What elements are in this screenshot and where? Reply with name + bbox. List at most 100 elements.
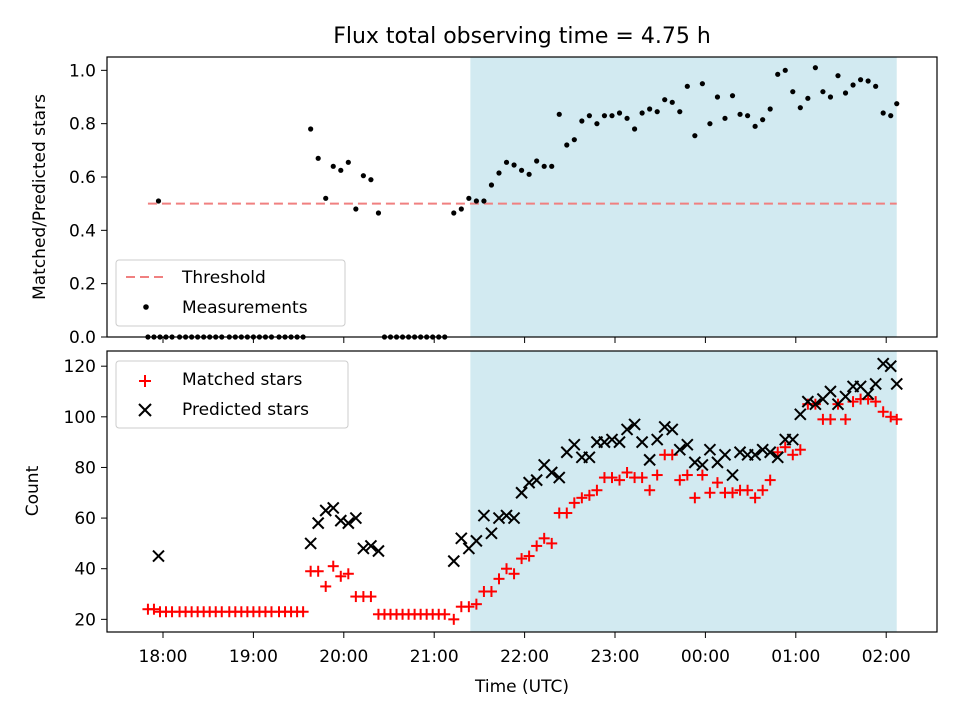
predicted-star-point — [349, 511, 363, 525]
predicted-star-point — [311, 516, 325, 530]
measurement-point — [827, 94, 834, 100]
measurement-point — [790, 89, 796, 95]
measurement-point — [842, 90, 849, 96]
top-y-tick-label: 0.2 — [69, 275, 96, 295]
measurement-point — [767, 106, 773, 112]
predicted-star-point — [658, 420, 671, 434]
predicted-star-point — [515, 486, 528, 499]
matched-star-point — [561, 507, 573, 519]
x-tick-label: 18:00 — [139, 647, 188, 667]
legend-predicted-label: Predicted stars — [182, 400, 309, 420]
measurement-point — [647, 106, 653, 112]
top-shaded-interval — [470, 57, 897, 337]
bottom-y-tick-label: 100 — [64, 408, 96, 428]
predicted-star-point — [598, 435, 611, 449]
predicted-star-point — [809, 397, 822, 411]
measurement-point — [308, 126, 314, 132]
predicted-star-point — [605, 433, 619, 446]
measurement-point — [888, 113, 894, 119]
matched-star-point — [696, 469, 708, 481]
matched-star-point — [711, 477, 723, 489]
matched-star-point — [727, 487, 739, 499]
predicted-star-point — [681, 438, 694, 451]
predicted-star-point — [884, 359, 897, 373]
measurement-point — [677, 109, 683, 115]
predicted-star-point — [666, 423, 679, 436]
measurement-point — [360, 173, 366, 179]
matched-star-point — [493, 573, 505, 585]
measurement-point — [669, 99, 675, 105]
matched-star-point — [531, 540, 543, 552]
matched-star-point — [606, 472, 618, 484]
predicted-star-point — [748, 448, 762, 461]
matched-star-point — [583, 489, 595, 501]
measurement-point — [458, 206, 464, 212]
predicted-star-point — [869, 377, 882, 391]
measurement-point — [481, 198, 487, 204]
top-y-ticks: 0.0 0.2 0.4 0.6 0.8 1.0 — [69, 61, 107, 348]
predicted-star-point — [372, 544, 385, 558]
bottom-shaded-interval — [470, 351, 897, 632]
predicted-star-point — [703, 443, 717, 456]
measurement-point — [797, 105, 803, 111]
legend-predicted-swatch — [138, 403, 152, 417]
x-tick-label: 02:00 — [862, 647, 911, 667]
legend-matched-swatch — [139, 375, 151, 387]
matched-star-point — [463, 601, 475, 613]
measurement-point — [760, 117, 766, 123]
measurement-point — [752, 123, 758, 129]
measurement-point — [722, 115, 728, 121]
predicted-star-point — [477, 509, 491, 522]
top-y-tick-label: 0.8 — [69, 115, 96, 135]
matched-star-point — [148, 603, 160, 615]
matched-star-point — [335, 570, 347, 582]
measurement-point — [526, 171, 532, 177]
x-tick-label: 20:00 — [319, 647, 368, 667]
measurement-point — [737, 111, 743, 117]
measurement-point — [496, 170, 502, 176]
bottom-y-tick-label: 60 — [74, 509, 96, 529]
matched-star-point — [764, 474, 776, 486]
measurement-point — [873, 83, 879, 89]
matched-star-point — [508, 568, 520, 580]
matched-star-point — [636, 472, 648, 484]
bottom-axes-frame — [106, 350, 938, 633]
predicted-star-point — [364, 539, 378, 553]
measurement-point — [624, 115, 630, 121]
measurement-point — [155, 198, 162, 204]
bottom-y-tick-label: 80 — [74, 458, 96, 478]
measurement-point — [707, 121, 713, 127]
measurement-point — [699, 81, 705, 87]
measurement-point — [564, 142, 570, 148]
matched-star-point — [621, 467, 633, 479]
measurement-point — [518, 167, 525, 173]
predicted-star-point — [334, 514, 347, 527]
bottom-y-tick-label: 120 — [64, 357, 96, 377]
matched-star-point — [485, 585, 497, 597]
predicted-star-point — [771, 451, 784, 464]
matched-star-point — [824, 413, 836, 425]
top-axes-frame — [106, 56, 938, 338]
matched-star-point — [794, 444, 806, 456]
predicted-star-point — [357, 542, 370, 555]
measurement-point — [323, 195, 329, 201]
predicted-star-point — [643, 453, 656, 467]
matched-star-point — [320, 580, 332, 592]
predicted-star-point — [688, 456, 702, 469]
bottom-x-ticks: 18:00 19:00 20:00 21:00 22:00 23:00 00:00 01:00… — [139, 632, 911, 667]
matched-star-point — [742, 484, 754, 496]
predicted-star-point — [152, 549, 165, 563]
top-y-axis-label: Matched/Predicted stars — [30, 94, 50, 300]
matched-star-point — [644, 484, 656, 496]
predicted-star-point — [650, 433, 664, 446]
predicted-star-point — [342, 516, 355, 530]
measurement-point — [692, 133, 698, 139]
predicted-star-point — [839, 390, 852, 403]
measurement-point — [782, 67, 788, 73]
top-x-ticks — [162, 337, 887, 343]
measurement-point — [549, 163, 555, 169]
measurement-point — [729, 93, 736, 99]
top-y-tick-label: 0.4 — [69, 221, 96, 241]
predicted-star-point — [628, 418, 641, 431]
matched-star-point — [365, 591, 377, 603]
